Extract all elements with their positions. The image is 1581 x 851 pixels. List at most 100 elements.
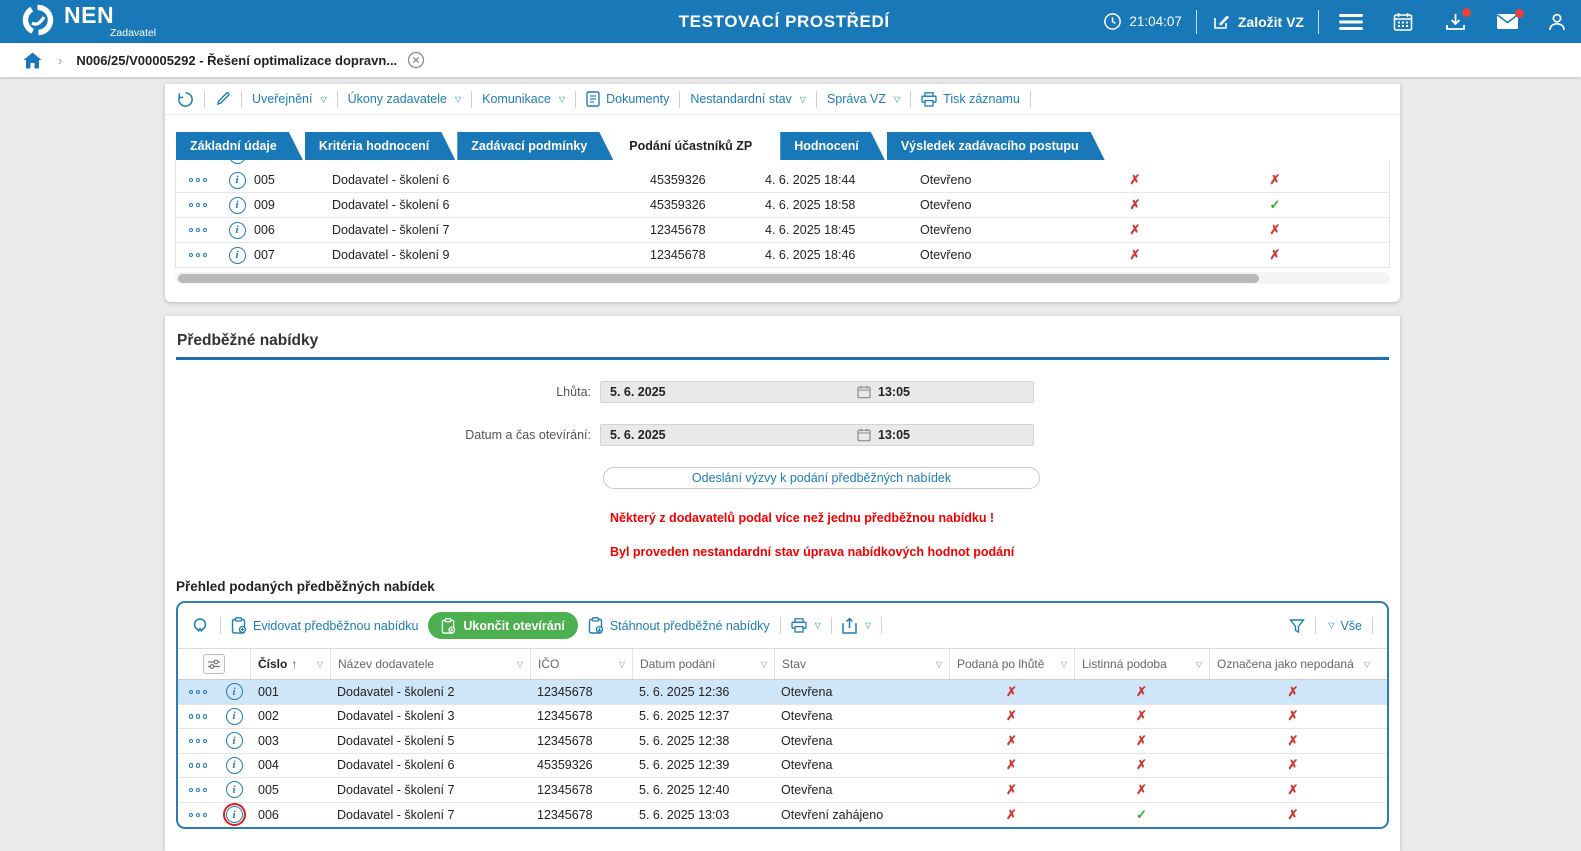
- cell-ico: 12345678: [537, 782, 593, 797]
- divider: [241, 90, 242, 108]
- register-offer-button[interactable]: Evidovat předběžnou nabídku: [231, 617, 418, 634]
- row-info-icon[interactable]: i: [225, 781, 243, 799]
- column-header-stav[interactable]: Stav ▽: [774, 649, 949, 679]
- download-offers-label: Stáhnout předběžné nabídky: [609, 618, 770, 633]
- search-button[interactable]: [192, 617, 210, 635]
- export-button[interactable]: ▽: [842, 617, 871, 634]
- column-header-nazev[interactable]: Název dodavatele ▽: [330, 649, 530, 679]
- row-menu-icon[interactable]: [188, 252, 208, 258]
- column-menu-icon[interactable]: ▽: [516, 659, 523, 669]
- tab-vysledek[interactable]: Výsledek zadávacího postupu: [887, 132, 1105, 160]
- menu-nestandardni-stav[interactable]: Nestandardní stav ▽: [690, 92, 806, 106]
- column-menu-icon[interactable]: ▽: [1060, 659, 1067, 669]
- table-row[interactable]: i 002 Dodavatel - školení 3 12345678 5. …: [178, 705, 1387, 729]
- prelim-offers-panel: Předběžné nabídky Lhůta: 5. 6. 2025 13:0…: [165, 316, 1400, 851]
- menu-komunikace[interactable]: Komunikace ▽: [482, 92, 565, 106]
- deadline-row: Lhůta: 5. 6. 2025 13:05: [176, 381, 1389, 403]
- row-info-icon[interactable]: i: [225, 756, 243, 774]
- column-header-cislo[interactable]: Číslo ↑ ▽: [250, 649, 330, 679]
- print-table-button[interactable]: ▽: [791, 618, 821, 633]
- table-row[interactable]: i 001 Dodavatel - školení 2 12345678 5. …: [178, 680, 1387, 705]
- column-header-nepodana[interactable]: Označena jako nepodaná ▽: [1209, 649, 1377, 679]
- menu-uverejneni[interactable]: Uveřejnění ▽: [252, 92, 327, 106]
- downloads-button[interactable]: [1445, 7, 1471, 32]
- tab-kriteria-hodnoceni[interactable]: Kritéria hodnocení: [305, 132, 455, 160]
- deadline-field[interactable]: 5. 6. 2025 13:05: [600, 381, 1034, 403]
- row-info-icon[interactable]: i: [228, 196, 246, 214]
- menu-button[interactable]: [1339, 13, 1363, 31]
- divider: [220, 617, 221, 634]
- column-menu-icon[interactable]: ▽: [1195, 659, 1202, 669]
- breadcrumb-item[interactable]: N006/25/V00005292 - Řešení optimalizace …: [76, 52, 398, 68]
- row-menu-icon[interactable]: [188, 787, 208, 792]
- close-tab-icon[interactable]: [407, 51, 425, 69]
- tab-zakladni-udaje[interactable]: Základní údaje: [176, 132, 303, 160]
- menu-dokumenty[interactable]: Dokumenty: [586, 91, 669, 107]
- table-row[interactable]: i 006 Dodavatel - školení 7 12345678 4. …: [176, 218, 1389, 243]
- column-settings-button[interactable]: [203, 654, 225, 674]
- table-row[interactable]: i 006 Dodavatel - školení 7 12345678 5. …: [178, 803, 1387, 828]
- row-menu-icon[interactable]: [188, 763, 208, 768]
- user-button[interactable]: [1547, 12, 1567, 32]
- row-menu-icon[interactable]: [188, 202, 208, 208]
- row-info-icon[interactable]: i: [225, 707, 243, 725]
- menu-ukony-zadavatele[interactable]: Úkony zadavatele ▽: [348, 92, 462, 106]
- table-row[interactable]: i 005 Dodavatel - školení 6 45359326 4. …: [176, 168, 1389, 193]
- home-icon[interactable]: [23, 52, 42, 69]
- row-info-icon[interactable]: i: [228, 221, 246, 239]
- row-menu-icon[interactable]: [188, 177, 208, 183]
- column-menu-icon[interactable]: ▽: [1363, 659, 1370, 669]
- row-info-icon[interactable]: i: [225, 732, 243, 750]
- filter-scope-select[interactable]: ▽ Vše: [1326, 619, 1362, 633]
- column-header-po-lhute[interactable]: Podaná po lhůtě ▽: [949, 649, 1074, 679]
- history-button[interactable]: [177, 91, 194, 108]
- table-row[interactable]: i 004 Dodavatel - školení 6 45359326 5. …: [178, 754, 1387, 778]
- end-opening-label: Ukončit otevírání: [463, 618, 565, 633]
- nen-logo[interactable]: NEN Zadavatel: [22, 4, 156, 39]
- tab-podani-ucastniku[interactable]: Podání účastníků ZP: [615, 132, 778, 160]
- print-record-button[interactable]: Tisk záznamu: [921, 91, 1020, 107]
- column-header-datum[interactable]: Datum podání ▽: [632, 649, 774, 679]
- table-row[interactable]: i 005 Dodavatel - školení 7 12345678 5. …: [178, 778, 1387, 803]
- cell-number: 004: [258, 758, 279, 773]
- tab-hodnoceni[interactable]: Hodnocení: [780, 132, 885, 160]
- mark-listinna: ✗: [1269, 247, 1281, 262]
- mark-po-lhute: ✗: [1129, 222, 1141, 237]
- row-menu-icon[interactable]: [188, 714, 208, 719]
- column-menu-icon[interactable]: ▽: [316, 659, 323, 669]
- row-info-icon[interactable]: i: [225, 683, 243, 701]
- table-row[interactable]: i 009 Dodavatel - školení 6 45359326 4. …: [176, 193, 1389, 218]
- opening-field[interactable]: 5. 6. 2025 13:05: [600, 424, 1034, 446]
- menu-sprava-vz[interactable]: Správa VZ ▽: [827, 92, 900, 106]
- column-label: Označena jako nepodaná: [1217, 657, 1354, 671]
- calendar-button[interactable]: [1393, 12, 1413, 32]
- scrollbar-thumb[interactable]: [178, 273, 1260, 283]
- messages-button[interactable]: [1496, 9, 1524, 30]
- table-row[interactable]: i 003 Dodavatel - školení 5 12345678 5. …: [178, 729, 1387, 754]
- column-header-listinna[interactable]: Listinná podoba ▽: [1074, 649, 1209, 679]
- column-menu-icon[interactable]: ▽: [935, 659, 942, 669]
- row-info-icon[interactable]: i: [228, 171, 246, 189]
- horizontal-scrollbar[interactable]: [175, 272, 1390, 284]
- create-vz-button[interactable]: Založit VZ: [1211, 12, 1304, 32]
- download-offers-button[interactable]: Stáhnout předběžné nabídky: [588, 617, 770, 634]
- record-tabs: Základní údaje Kritéria hodnocení Zadáva…: [176, 132, 1400, 160]
- row-menu-icon[interactable]: [188, 812, 208, 817]
- end-opening-button[interactable]: Ukončit otevírání: [428, 612, 578, 639]
- cell-state: Otevřeno: [920, 223, 972, 237]
- row-menu-icon[interactable]: [188, 689, 208, 694]
- row-info-icon-focused[interactable]: i: [222, 803, 246, 827]
- tab-zadavaci-podminky[interactable]: Zadávací podmínky: [457, 132, 613, 160]
- table-row[interactable]: i 007 Dodavatel - školení 9 12345678 4. …: [176, 243, 1389, 268]
- column-menu-icon[interactable]: ▽: [618, 659, 625, 669]
- chevron-down-icon: ▽: [894, 94, 901, 104]
- row-info-icon[interactable]: i: [228, 246, 246, 264]
- column-header-ico[interactable]: IČO ▽: [530, 649, 632, 679]
- row-menu-icon[interactable]: [188, 227, 208, 233]
- column-menu-icon[interactable]: ▽: [760, 659, 767, 669]
- filter-button[interactable]: [1289, 618, 1306, 634]
- row-menu-icon[interactable]: [188, 738, 208, 743]
- send-call-button[interactable]: Odeslání výzvy k podání předběžných nabí…: [603, 467, 1040, 489]
- row-info-icon[interactable]: i: [228, 160, 246, 164]
- edit-record-button[interactable]: [215, 91, 231, 107]
